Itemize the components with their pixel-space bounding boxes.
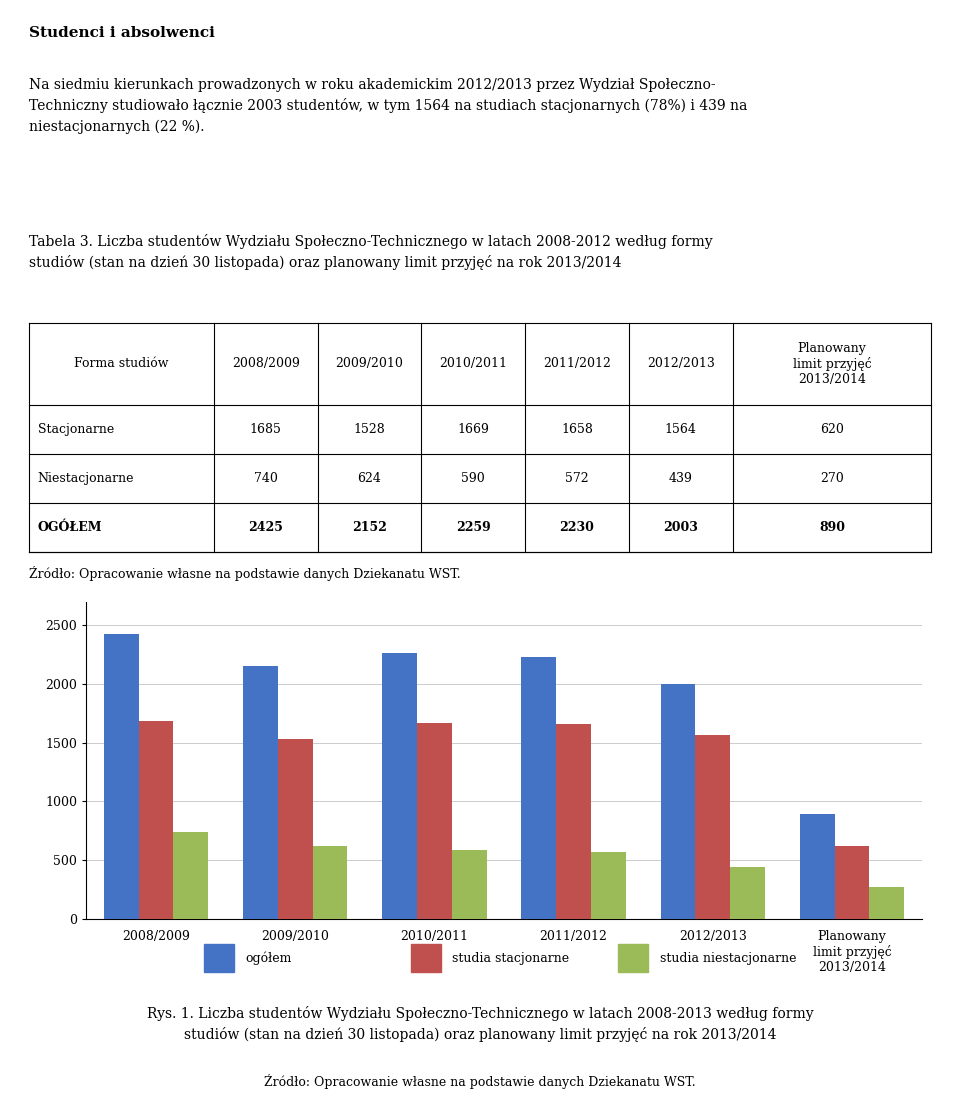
Text: 2012/2013: 2012/2013 bbox=[647, 358, 715, 371]
Text: ogółem: ogółem bbox=[245, 951, 292, 965]
Text: 439: 439 bbox=[669, 472, 693, 485]
Text: Źródło: Opracowanie własne na podstawie danych Dziekanatu WST.: Źródło: Opracowanie własne na podstawie … bbox=[29, 566, 461, 582]
Text: 1564: 1564 bbox=[665, 423, 697, 436]
Text: 620: 620 bbox=[820, 423, 844, 436]
Bar bbox=[313, 846, 348, 919]
Text: Rys. 1. Liczba studentów Wydziału Społeczno-Technicznego w latach 2008-2013 wedł: Rys. 1. Liczba studentów Wydziału Społec… bbox=[147, 1007, 813, 1043]
Text: Niestacjonarne: Niestacjonarne bbox=[37, 472, 134, 485]
Text: OGÓŁEM: OGÓŁEM bbox=[37, 521, 103, 535]
Text: 2003: 2003 bbox=[663, 521, 698, 535]
Text: 890: 890 bbox=[819, 521, 845, 535]
Bar bbox=[834, 847, 870, 919]
Bar bbox=[411, 944, 442, 971]
Text: Tabela 3. Liczba studentów Wydziału Społeczno-Technicznego w latach 2008-2012 we: Tabela 3. Liczba studentów Wydziału Społ… bbox=[29, 234, 712, 270]
Text: 2010/2011: 2010/2011 bbox=[440, 358, 507, 371]
Text: 2259: 2259 bbox=[456, 521, 491, 535]
Bar bbox=[556, 724, 591, 919]
Bar bbox=[243, 666, 277, 919]
Bar bbox=[618, 944, 649, 971]
Bar bbox=[204, 944, 234, 971]
Text: 1685: 1685 bbox=[250, 423, 281, 436]
Text: 590: 590 bbox=[462, 472, 485, 485]
Bar bbox=[800, 814, 834, 919]
Text: 2425: 2425 bbox=[249, 521, 283, 535]
Bar bbox=[138, 721, 174, 919]
Text: Stacjonarne: Stacjonarne bbox=[37, 423, 114, 436]
Bar bbox=[870, 887, 904, 919]
Text: 2008/2009: 2008/2009 bbox=[231, 358, 300, 371]
Bar bbox=[591, 852, 626, 919]
Text: 1528: 1528 bbox=[353, 423, 385, 436]
Text: Planowany
limit przyjęć
2013/2014: Planowany limit przyjęć 2013/2014 bbox=[793, 342, 872, 387]
Text: Forma studiów: Forma studiów bbox=[74, 358, 169, 371]
Text: 2230: 2230 bbox=[560, 521, 594, 535]
Text: 270: 270 bbox=[820, 472, 844, 485]
Bar bbox=[382, 654, 417, 919]
Bar bbox=[104, 634, 138, 919]
Text: Na siedmiu kierunkach prowadzonych w roku akademickim 2012/2013 przez Wydział Sp: Na siedmiu kierunkach prowadzonych w rok… bbox=[29, 78, 747, 134]
Text: 572: 572 bbox=[565, 472, 588, 485]
Text: 1658: 1658 bbox=[561, 423, 593, 436]
Text: 1669: 1669 bbox=[457, 423, 490, 436]
Bar bbox=[660, 684, 695, 919]
Bar bbox=[174, 832, 208, 919]
Bar bbox=[452, 850, 487, 919]
Bar bbox=[695, 735, 731, 919]
Text: 2011/2012: 2011/2012 bbox=[543, 358, 611, 371]
Text: studia niestacjonarne: studia niestacjonarne bbox=[660, 951, 796, 965]
Bar bbox=[277, 740, 313, 919]
Text: 2152: 2152 bbox=[352, 521, 387, 535]
Text: 740: 740 bbox=[253, 472, 277, 485]
Text: studia stacjonarne: studia stacjonarne bbox=[452, 951, 569, 965]
Bar bbox=[417, 723, 452, 919]
Text: Studenci i absolwenci: Studenci i absolwenci bbox=[29, 27, 215, 40]
Bar bbox=[731, 868, 765, 919]
Text: 624: 624 bbox=[357, 472, 381, 485]
Text: 2009/2010: 2009/2010 bbox=[335, 358, 403, 371]
Text: Źródło: Opracowanie własne na podstawie danych Dziekanatu WST.: Źródło: Opracowanie własne na podstawie … bbox=[264, 1074, 696, 1088]
Bar bbox=[521, 657, 556, 919]
